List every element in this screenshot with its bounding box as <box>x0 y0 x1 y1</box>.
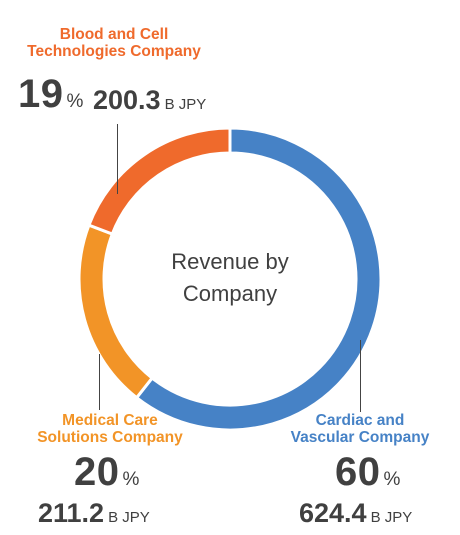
chart-title-line1: Revenue by <box>171 249 289 274</box>
medical-percent: 20% <box>74 450 140 494</box>
medical-leader-line <box>99 354 100 410</box>
cardiac-leader-line <box>360 340 361 412</box>
cardiac-percent: 60% <box>335 450 401 494</box>
blood-leader-line <box>117 124 118 194</box>
cardiac-amount: 624.4 B JPY <box>299 498 413 528</box>
blood-percent: 19% <box>18 72 84 116</box>
chart-title: Revenue by Company <box>130 246 330 310</box>
cardiac-segment-name: Cardiac and Vascular Company <box>290 412 430 446</box>
medical-amount: 211.2 B JPY <box>38 498 150 528</box>
medical-segment-name: Medical Care Solutions Company <box>37 412 183 446</box>
chart-title-line2: Company <box>182 281 278 306</box>
blood-segment-name: Blood and Cell Technologies Company <box>27 26 201 60</box>
blood-amount: 200.3 B JPY <box>93 85 207 115</box>
donut-slice-cardiac-and-vascular-company <box>134 126 383 432</box>
donut-slice-blood-and-cell-technologies-company <box>87 126 232 236</box>
